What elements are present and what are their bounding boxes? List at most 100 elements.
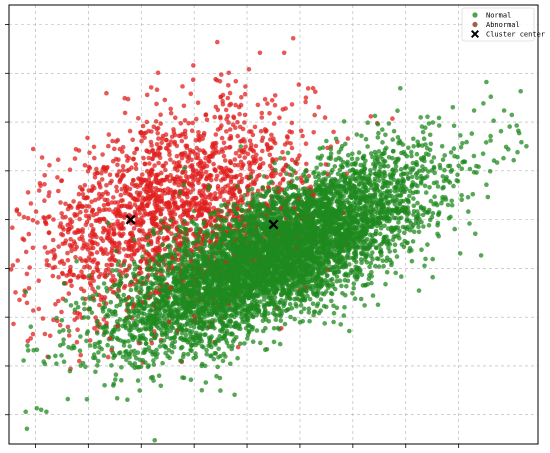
point-normal bbox=[318, 297, 324, 302]
point-abnormal bbox=[132, 197, 138, 203]
point-normal bbox=[442, 153, 448, 158]
point-abnormal bbox=[300, 133, 305, 139]
point-abnormal bbox=[221, 140, 227, 146]
point-abnormal bbox=[25, 338, 31, 344]
point-abnormal bbox=[127, 263, 132, 269]
point-normal bbox=[397, 228, 402, 234]
point-abnormal bbox=[237, 148, 242, 153]
point-abnormal bbox=[99, 247, 104, 253]
point-abnormal bbox=[189, 128, 195, 133]
point-normal bbox=[306, 306, 312, 312]
point-abnormal bbox=[154, 87, 160, 92]
point-abnormal bbox=[100, 152, 105, 157]
point-abnormal bbox=[235, 344, 241, 350]
point-normal bbox=[220, 358, 226, 364]
point-abnormal bbox=[20, 236, 26, 241]
point-normal bbox=[458, 133, 463, 138]
point-abnormal bbox=[239, 95, 244, 100]
point-normal bbox=[409, 258, 415, 264]
point-normal bbox=[23, 289, 29, 295]
point-abnormal bbox=[177, 164, 183, 169]
point-abnormal bbox=[189, 214, 195, 220]
point-abnormal bbox=[112, 146, 117, 152]
point-abnormal bbox=[156, 207, 162, 213]
point-abnormal bbox=[313, 89, 318, 95]
point-abnormal bbox=[137, 241, 142, 247]
point-abnormal bbox=[214, 173, 220, 179]
point-abnormal bbox=[26, 286, 32, 291]
point-abnormal bbox=[260, 148, 265, 154]
point-abnormal bbox=[69, 283, 74, 289]
point-normal bbox=[65, 396, 71, 402]
point-abnormal bbox=[296, 82, 302, 87]
point-abnormal bbox=[237, 111, 242, 117]
point-abnormal bbox=[227, 127, 233, 132]
point-normal bbox=[61, 359, 67, 365]
point-abnormal bbox=[40, 316, 46, 321]
point-abnormal bbox=[157, 155, 163, 161]
point-normal bbox=[82, 301, 87, 306]
point-abnormal bbox=[155, 70, 161, 76]
point-abnormal bbox=[59, 258, 65, 264]
point-abnormal bbox=[153, 119, 159, 124]
point-abnormal bbox=[239, 176, 245, 182]
point-abnormal bbox=[33, 209, 39, 214]
point-abnormal bbox=[52, 254, 58, 259]
point-abnormal bbox=[76, 273, 82, 279]
point-abnormal bbox=[119, 186, 125, 192]
point-abnormal bbox=[195, 100, 201, 105]
point-abnormal bbox=[136, 116, 141, 121]
point-abnormal bbox=[294, 161, 300, 167]
point-normal bbox=[78, 334, 83, 339]
point-normal bbox=[301, 306, 307, 312]
point-abnormal bbox=[65, 250, 70, 256]
point-abnormal bbox=[182, 191, 187, 196]
point-abnormal bbox=[272, 93, 278, 98]
point-normal bbox=[370, 154, 375, 160]
point-abnormal bbox=[60, 225, 65, 230]
point-abnormal bbox=[15, 258, 20, 263]
point-normal bbox=[367, 245, 373, 250]
point-abnormal bbox=[289, 130, 295, 135]
point-abnormal bbox=[102, 273, 107, 279]
point-abnormal bbox=[197, 160, 203, 166]
point-abnormal bbox=[188, 91, 194, 97]
point-abnormal bbox=[118, 233, 123, 238]
point-abnormal bbox=[147, 174, 152, 179]
point-abnormal bbox=[265, 101, 270, 106]
point-abnormal bbox=[252, 160, 257, 166]
point-abnormal bbox=[134, 222, 140, 228]
point-abnormal bbox=[203, 112, 209, 117]
point-abnormal bbox=[82, 163, 88, 168]
point-abnormal bbox=[26, 231, 32, 237]
point-abnormal bbox=[281, 156, 287, 161]
point-abnormal bbox=[51, 217, 56, 222]
point-abnormal bbox=[271, 121, 277, 126]
point-abnormal bbox=[139, 236, 145, 242]
point-normal bbox=[99, 346, 104, 352]
point-abnormal bbox=[235, 119, 240, 125]
point-abnormal bbox=[173, 189, 178, 194]
point-abnormal bbox=[299, 178, 304, 183]
point-abnormal bbox=[125, 96, 131, 102]
point-normal bbox=[386, 121, 392, 126]
point-abnormal bbox=[190, 77, 196, 83]
point-abnormal bbox=[165, 174, 170, 180]
point-abnormal bbox=[124, 153, 129, 159]
point-abnormal bbox=[126, 239, 132, 244]
point-abnormal bbox=[295, 156, 301, 162]
point-normal bbox=[467, 166, 473, 172]
point-abnormal bbox=[118, 176, 124, 182]
point-abnormal bbox=[114, 188, 120, 194]
point-abnormal bbox=[105, 354, 111, 360]
point-normal bbox=[93, 369, 98, 375]
point-abnormal bbox=[73, 254, 78, 260]
point-abnormal bbox=[150, 247, 156, 253]
point-abnormal bbox=[148, 195, 154, 200]
point-abnormal bbox=[264, 174, 270, 180]
point-abnormal bbox=[78, 209, 83, 215]
point-abnormal bbox=[240, 163, 245, 169]
point-abnormal bbox=[289, 102, 295, 107]
point-abnormal bbox=[24, 271, 30, 277]
point-abnormal bbox=[283, 106, 288, 111]
